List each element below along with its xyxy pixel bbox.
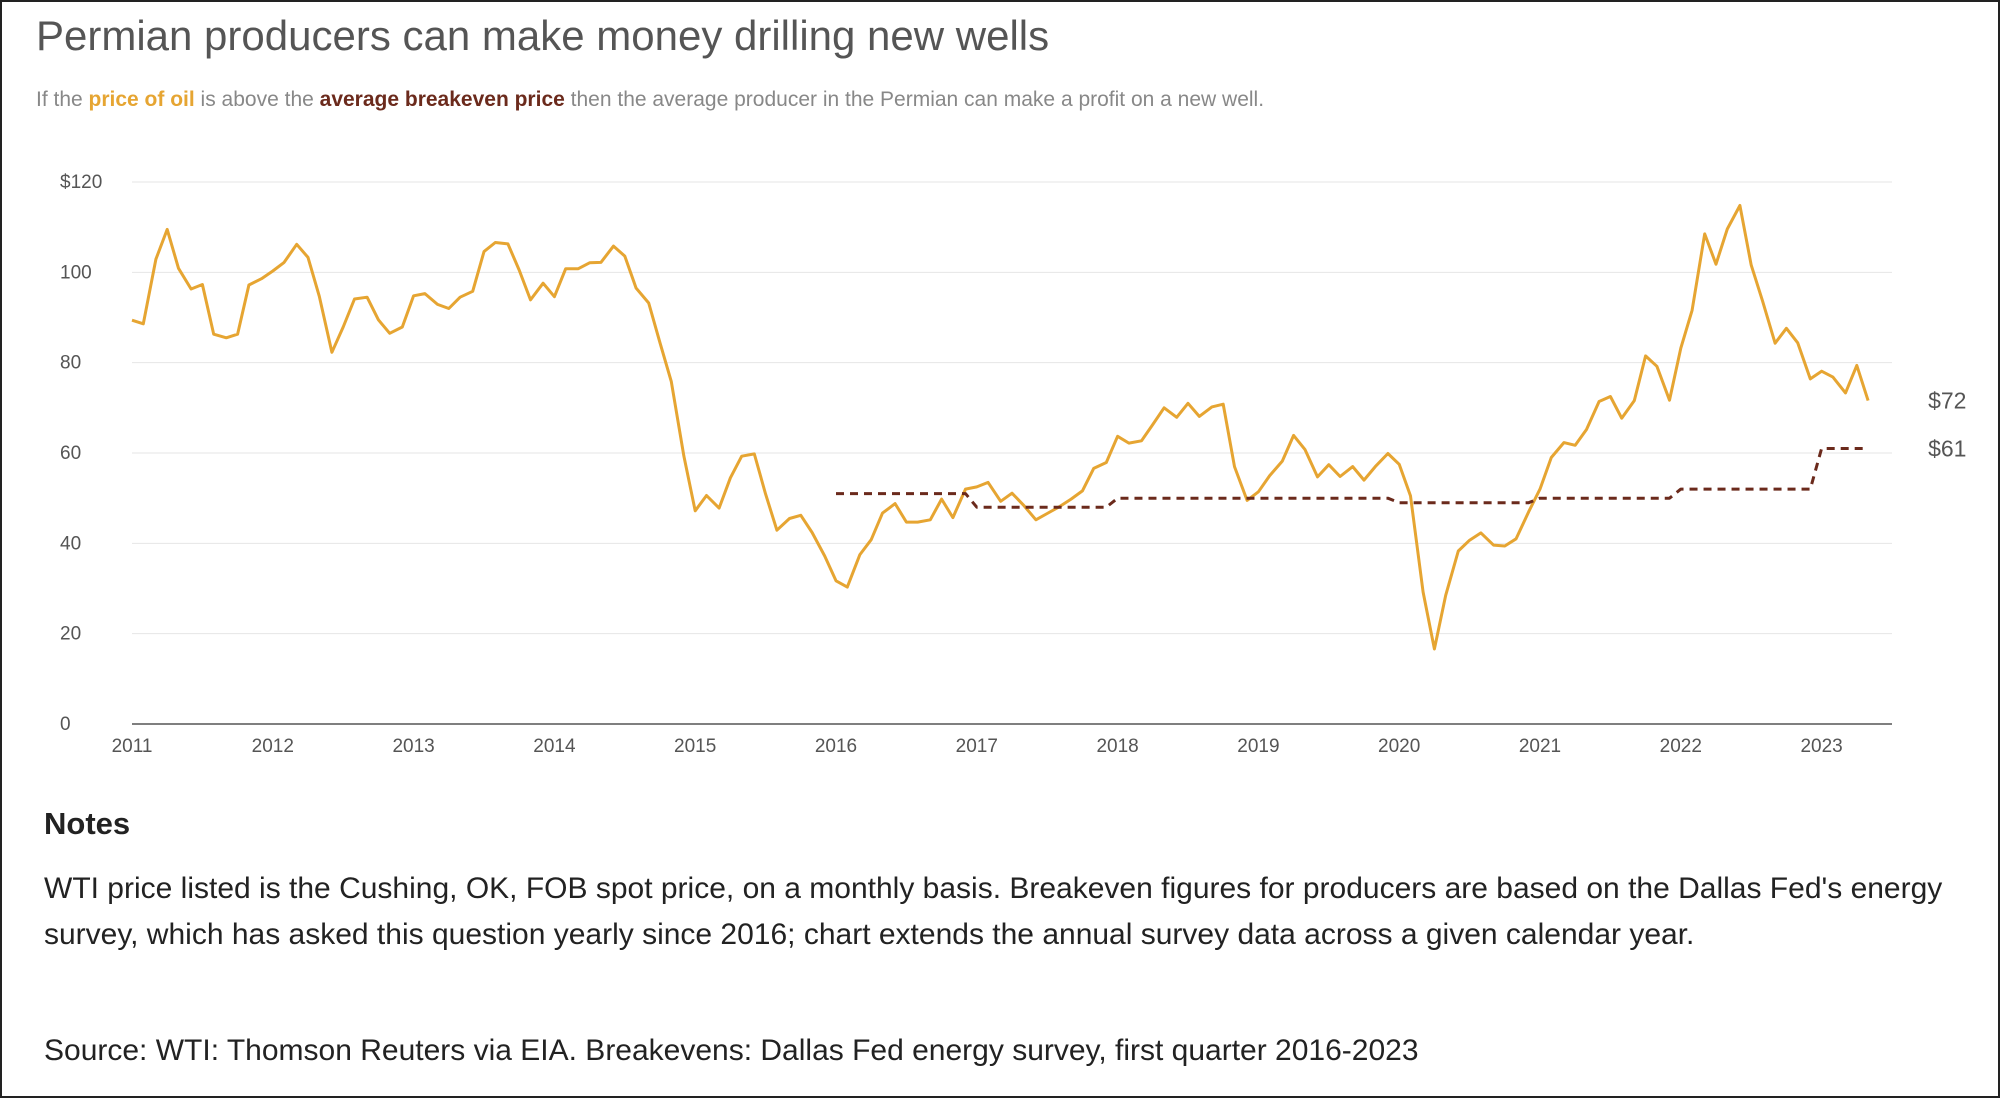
x-tick-label: 2017 xyxy=(956,736,998,757)
x-tick-label: 2011 xyxy=(112,736,153,757)
y-tick-label: 100 xyxy=(60,262,92,283)
x-tick-label: 2023 xyxy=(1800,736,1842,757)
chart-title: Permian producers can make money drillin… xyxy=(36,12,1050,59)
subtitle-oil-label: price of oil xyxy=(88,88,195,111)
source-note: Source: WTI: Thomson Reuters via EIA. Br… xyxy=(44,1034,1419,1067)
y-tick-label: 0 xyxy=(60,714,71,735)
chart-subtitle: If the price of oil is above the average… xyxy=(36,88,1264,112)
line-chart: 0 20 40 60 80 100 $120 2011 2012 2013 2014 2015 2016… xyxy=(60,172,1966,757)
x-tick-label: 2020 xyxy=(1378,736,1420,757)
breakeven-end-label: $61 xyxy=(1928,435,1966,461)
oil-price-series-line xyxy=(131,204,1870,651)
x-tick-label: 2012 xyxy=(252,736,294,757)
breakeven-series-line xyxy=(836,447,1869,509)
x-tick-label: 2013 xyxy=(392,736,434,757)
x-tick-label: 2021 xyxy=(1519,736,1561,757)
x-tick-label: 2015 xyxy=(674,736,716,757)
subtitle-text-3: then the average producer in the Permian… xyxy=(564,88,1265,111)
subtitle-breakeven-label: average breakeven price xyxy=(319,88,565,111)
notes-heading: Notes xyxy=(44,806,131,841)
x-tick-label: 2014 xyxy=(533,736,576,757)
subtitle-text-1: If the xyxy=(36,88,89,111)
y-tick-label: 40 xyxy=(60,533,81,554)
y-tick-label: 60 xyxy=(60,443,81,464)
x-tick-label: 2022 xyxy=(1660,736,1702,757)
notes-body: WTI price listed is the Cushing, OK, FOB… xyxy=(44,872,1943,951)
x-tick-label: 2016 xyxy=(815,736,857,757)
x-tick-label: 2019 xyxy=(1237,736,1279,757)
x-tick-label: 2018 xyxy=(1096,736,1138,757)
subtitle-text-2: is above the xyxy=(194,88,320,111)
oil-price-end-label: $72 xyxy=(1928,388,1966,414)
y-tick-label: $120 xyxy=(60,172,102,193)
y-tick-label: 80 xyxy=(60,353,81,374)
y-tick-label: 20 xyxy=(60,624,81,645)
